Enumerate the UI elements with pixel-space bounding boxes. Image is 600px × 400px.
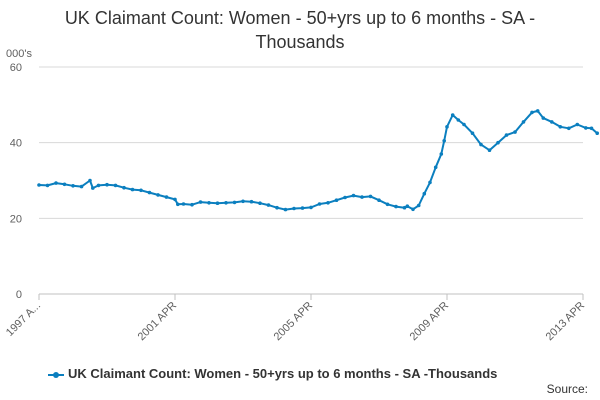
data-point [439,152,444,156]
data-point [71,184,75,188]
data-point [156,193,160,197]
chart-title-line-2: Thousands [255,32,345,52]
data-point [422,191,427,196]
data-point [232,200,237,205]
data-point [300,206,305,210]
data-point [450,113,455,117]
data-point [487,148,492,152]
data-point [535,109,540,113]
data-point [394,204,398,209]
chart-title-line-1: UK Claimant Count: Women - 50+yrs up to … [64,8,536,28]
y-axis-ticks: 0 20 40 60 [10,62,22,301]
data-point [190,202,194,207]
x-tick-label: 1997 A... [4,300,43,339]
data-point [521,120,526,124]
data-point [402,205,407,210]
data-point [377,198,381,202]
data-point [164,195,169,199]
legend[interactable]: UK Claimant Count: Women - 50+yrs up to … [48,366,497,381]
data-point [405,204,410,208]
legend-series-label: UK Claimant Count: Women - 50+yrs up to … [68,366,498,381]
data-point [37,183,41,187]
data-point [122,185,126,190]
data-point [385,202,390,207]
series-layer [37,109,599,212]
data-point [176,202,180,207]
data-point [334,198,339,202]
data-point [442,139,447,143]
data-point [275,205,279,210]
series-line [38,109,598,211]
data-point [79,184,84,189]
data-point [181,202,186,206]
data-point [368,194,373,199]
data-point [456,118,461,122]
data-point [530,110,534,115]
data-point [139,188,143,193]
data-point [105,182,109,187]
data-point [326,201,330,205]
x-tick-label: 2005 APR [272,300,316,344]
data-point [198,200,203,204]
data-point [513,130,517,134]
data-point [470,131,475,135]
data-point [54,181,58,185]
data-point [91,186,95,190]
x-axis-ticks: 1997 A... 2001 APR 2005 APR 2009 APR 2013 AP… [4,294,587,343]
x-tick-label: 2009 APR [408,300,452,344]
data-point [96,183,101,188]
data-point [567,126,571,131]
data-point [550,120,554,124]
data-point [241,199,245,204]
data-point [558,125,563,129]
data-point [428,180,432,185]
data-point [88,178,92,183]
y-axis-label: 000's [6,48,32,60]
data-point [595,131,599,135]
x-tick-label: 2013 APR [544,300,588,344]
data-point [266,203,271,207]
gridlines [39,66,583,219]
source-label: Source: [546,382,588,396]
data-point [541,116,546,120]
data-point [45,183,50,188]
y-tick-label: 0 [16,289,22,301]
data-point [584,126,588,130]
data-point [351,193,356,198]
x-tick-label: 2001 APR [136,300,180,344]
data-point [416,203,421,208]
data-point [283,207,288,212]
data-point [589,126,594,131]
data-point [575,122,580,127]
data-point [433,165,438,170]
data-point [411,207,415,212]
y-tick-label: 40 [10,138,22,150]
chart-title: UK Claimant Count: Women - 50+yrs up to … [0,6,600,54]
y-tick-label: 60 [10,62,22,74]
data-point [207,201,211,205]
data-point [445,125,449,129]
data-point [309,205,313,210]
data-point [215,201,220,205]
data-point [360,195,364,199]
data-point [173,197,177,202]
y-tick-label: 20 [10,213,22,225]
data-point [496,140,500,145]
data-point [258,201,262,205]
data-point [62,182,67,187]
data-point [317,202,322,206]
legend-line-marker-icon [48,370,64,380]
data-point [343,195,347,200]
data-point [462,122,466,127]
data-point [479,142,483,147]
data-point [504,133,509,137]
data-point [147,190,152,195]
data-point [130,187,135,192]
data-point [292,206,296,211]
data-point [113,183,118,188]
data-point [224,201,228,205]
data-point [249,199,254,204]
